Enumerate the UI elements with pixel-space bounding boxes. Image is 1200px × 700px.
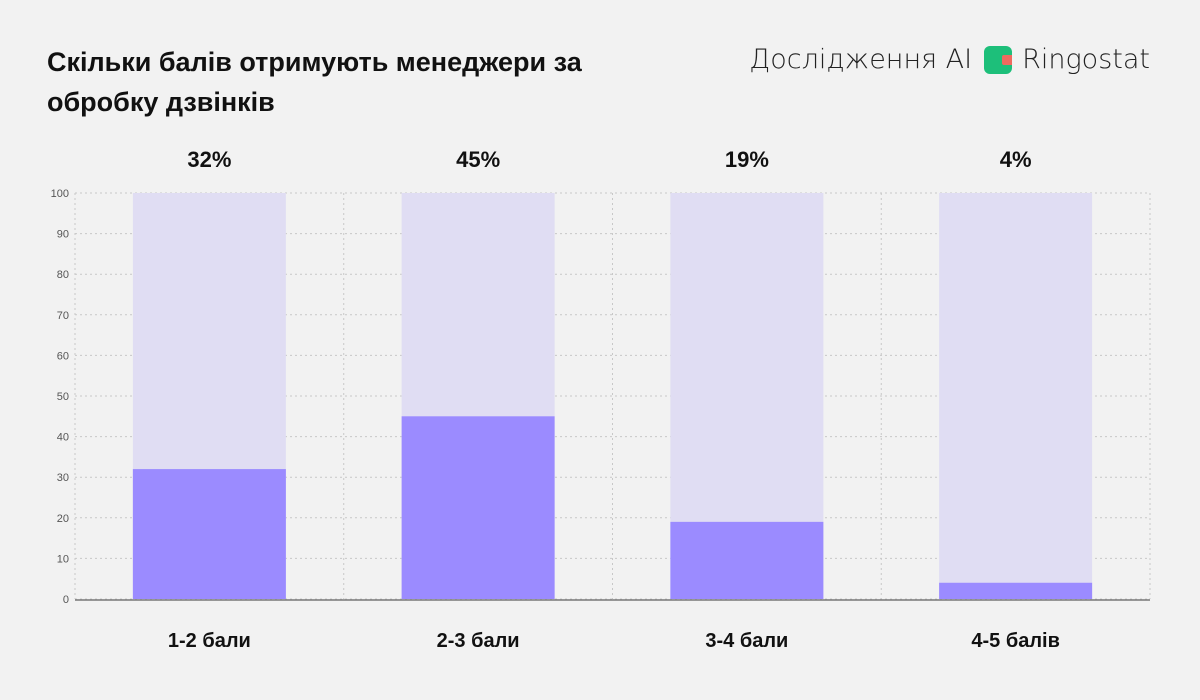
y-tick-label: 30	[57, 472, 69, 484]
y-tick-label: 0	[63, 594, 69, 606]
y-tick-label: 10	[57, 553, 69, 565]
brand-prefix: Дослідження AI	[749, 44, 973, 75]
ringostat-logo-icon	[984, 45, 1013, 74]
x-tick-label: 1-2 бали	[168, 630, 251, 652]
data-label: 32%	[187, 147, 231, 172]
y-tick-label: 70	[57, 310, 69, 322]
chart-title: Скільки балів отримують менеджери за обр…	[47, 47, 582, 117]
brand-name: Ringostat	[1022, 44, 1150, 75]
data-label: 45%	[456, 147, 500, 172]
x-tick-label: 2-3 бали	[437, 630, 520, 652]
x-tick-label: 3-4 бали	[705, 630, 788, 652]
bar	[939, 582, 1093, 599]
brand: Дослідження AI Ringostat	[749, 44, 1150, 75]
bar	[401, 416, 555, 599]
bar	[132, 469, 286, 599]
y-tick-label: 100	[51, 188, 69, 200]
y-tick-label: 90	[57, 229, 69, 241]
y-tick-label: 80	[57, 269, 69, 281]
y-tick-label: 60	[57, 350, 69, 362]
bar-track	[939, 193, 1093, 599]
y-tick-label: 50	[57, 391, 69, 403]
x-tick-label: 4-5 балів	[971, 630, 1060, 652]
y-tick-label: 20	[57, 513, 69, 525]
y-tick-label: 40	[57, 432, 69, 444]
data-label: 4%	[1000, 147, 1032, 172]
bar	[670, 521, 824, 599]
data-label: 19%	[725, 147, 769, 172]
